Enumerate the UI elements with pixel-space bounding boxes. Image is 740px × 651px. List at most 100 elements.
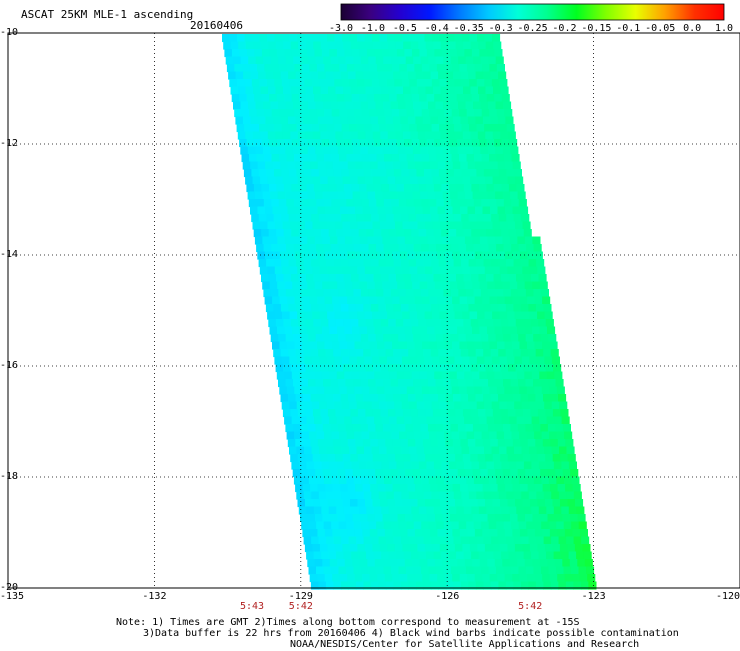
swath-cell [421,476,430,485]
swath-cell [506,356,515,365]
swath-cell [454,544,463,553]
colorbar-label: -0.3 [488,23,513,34]
swath-cell [299,139,308,148]
swath-cell [456,49,465,58]
swath-cell [275,41,284,50]
swath-cell [432,131,441,140]
swath-cell [392,206,401,215]
swath-cell [323,334,332,343]
swath-cell [526,244,535,253]
swath-cell [385,484,394,493]
swath-cell [413,199,422,208]
swath-cell [378,304,387,313]
swath-cell [300,469,309,478]
swath-cell [405,379,414,388]
swath-cell [432,311,441,320]
longitude-label: -135 [0,591,25,602]
swath-cell [416,169,425,178]
swath-cell [295,304,304,313]
swath-cell [510,289,519,298]
swath-cell [323,289,332,298]
swath-cell [458,101,467,110]
swath-cell [383,289,392,298]
swath-cell [557,529,566,538]
swath-cell [428,476,437,485]
swath-cell [523,364,532,373]
swath-cell [320,221,329,230]
swath-cell [506,491,515,500]
swath-cell [274,311,283,320]
swath-cell [315,191,324,200]
swath-cell [324,154,333,163]
swath-cell [328,41,337,50]
swath-cell [349,544,358,553]
swath-cell [324,386,333,395]
swath-cell [345,289,354,298]
swath-cell [436,386,445,395]
swath-cell [442,326,451,335]
swath-cell [554,559,563,568]
swath-cell [397,326,406,335]
swath-cell [513,304,522,313]
swath-cell [373,274,382,283]
swath-cell [304,356,313,365]
swath-cell [485,41,494,50]
swath-cell [440,454,449,463]
swath-cell [548,334,557,343]
swath-cell [499,311,508,320]
swath-cell [242,116,251,125]
swath-cell [521,214,530,223]
swath-cell [472,424,481,433]
swath-cell [341,124,350,133]
swath-cell [400,161,409,170]
swath-cell [474,154,483,163]
swath-cell [409,79,418,88]
swath-cell [319,266,328,275]
swath-cell [553,461,562,470]
swath-cell [477,409,486,418]
swath-cell [562,514,571,523]
swath-cell [499,544,508,553]
swath-cell [363,491,372,500]
swath-cell [506,536,515,545]
swath-cell [476,124,485,133]
swath-cell [387,34,396,43]
swath-cell [310,116,319,125]
swath-cell [378,491,387,500]
swath-cell [401,169,410,178]
swath-cell [540,334,549,343]
swath-cell [409,124,418,133]
swath-cell [347,529,356,538]
swath-cell [398,289,407,298]
swath-cell [543,304,552,313]
swath-cell [380,409,389,418]
swath-cell [267,221,276,230]
swath-cell [483,214,492,223]
swath-cell [497,529,506,538]
swath-cell [371,169,380,178]
map-title: ASCAT 25KM MLE-1 ascending [21,8,194,21]
swath-cell [436,154,445,163]
swath-cell [454,356,463,365]
swath-cell [261,184,270,193]
swath-cell [477,221,486,230]
swath-cell [393,536,402,545]
swath-cell [566,446,575,455]
swath-cell [427,236,436,245]
swath-cell [298,506,307,515]
swath-cell [445,161,454,170]
swath-cell [339,431,348,440]
swath-cell [347,251,356,260]
swath-cell [461,491,470,500]
swath-cell [287,341,296,350]
swath-cell [316,109,325,118]
swath-cell [457,236,466,245]
swath-cell [491,169,500,178]
swath-cell [463,184,472,193]
swath-cell [504,574,513,583]
swath-cell [322,281,331,290]
swath-cell [313,461,322,470]
swath-cell [480,334,489,343]
swath-cell [442,236,451,245]
swath-cell [288,214,297,223]
